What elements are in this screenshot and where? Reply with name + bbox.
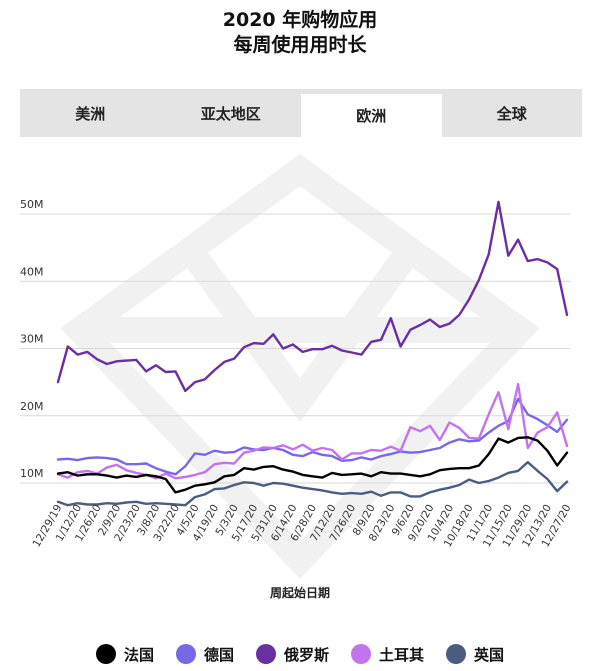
chart-title-line1: 2020 年购物应用 <box>222 9 378 31</box>
legend-swatch <box>446 644 467 664</box>
watermark-logo <box>60 153 540 579</box>
legend-item-germany: 德国 <box>175 644 234 665</box>
legend-item-france: 法国 <box>95 644 154 665</box>
legend: 法国 德国 俄罗斯 土耳其 英国 <box>0 640 600 668</box>
y-tick-label: 40M <box>20 265 44 278</box>
chart-title-line2: 每周使用用时长 <box>233 34 367 56</box>
chart-title: 2020 年购物应用 每周使用用时长 <box>0 8 600 58</box>
series-line-4 <box>56 461 569 507</box>
legend-swatch <box>351 644 371 664</box>
series-line-0 <box>56 436 569 494</box>
y-tick-label: 10M <box>20 467 44 480</box>
y-tick-label: 30M <box>20 333 44 346</box>
chart-series <box>56 200 569 507</box>
legend-swatch <box>95 644 116 664</box>
legend-swatch <box>175 644 196 664</box>
watermark-outer <box>60 153 540 579</box>
legend-item-turkey: 土耳其 <box>351 644 424 665</box>
legend-item-russia: 俄罗斯 <box>255 644 329 665</box>
legend-item-uk: 英国 <box>446 644 504 665</box>
y-tick-label: 20M <box>20 400 44 413</box>
watermark-inner <box>179 242 421 422</box>
y-axis-labels: 10M 20M 30M 40M 50M <box>20 198 44 480</box>
tab-apac[interactable]: 亚太地区 <box>200 104 261 123</box>
legend-label: 土耳其 <box>379 645 425 664</box>
y-tick-label: 50M <box>20 198 44 211</box>
series-line-1 <box>56 397 569 476</box>
x-axis-title: 周起始日期 <box>270 585 330 600</box>
legend-label: 俄罗斯 <box>283 645 329 664</box>
tab-americas[interactable]: 美洲 <box>75 104 106 123</box>
tab-global[interactable]: 全球 <box>496 104 527 123</box>
series-line-2 <box>56 200 569 393</box>
chart-grid <box>20 213 570 484</box>
tab-europe[interactable]: 欧洲 <box>301 94 442 137</box>
legend-label: 英国 <box>474 645 505 664</box>
legend-label: 德国 <box>203 645 234 664</box>
region-tabs: 美洲 亚太地区 欧洲 全球 <box>20 89 582 137</box>
series-line-3 <box>56 382 569 480</box>
legend-swatch <box>255 644 276 664</box>
legend-label: 法国 <box>123 645 154 664</box>
